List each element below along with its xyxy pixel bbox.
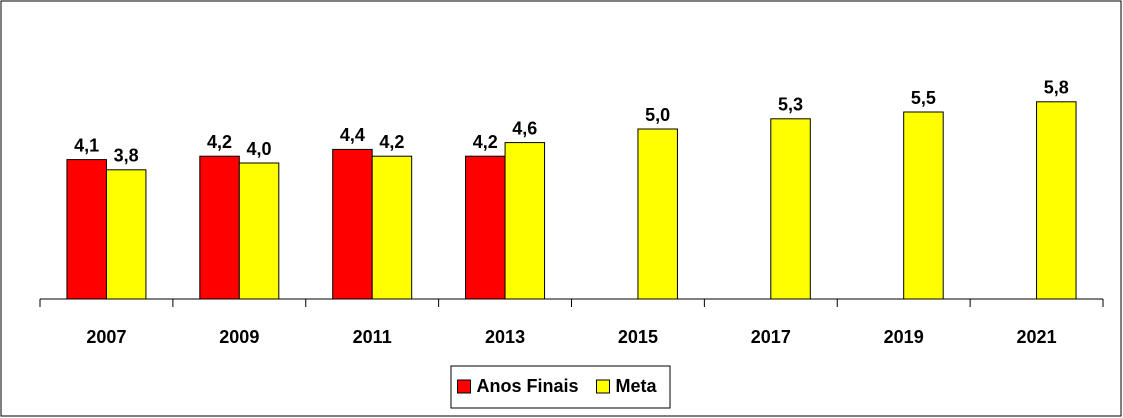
bar <box>371 155 413 300</box>
bar <box>332 148 373 300</box>
bar <box>199 155 240 300</box>
value-label: 4,1 <box>74 135 99 155</box>
x-tick-label: 2007 <box>86 327 126 347</box>
legend-label: Anos Finais <box>476 376 578 396</box>
bar <box>770 118 811 300</box>
x-tick-label: 2015 <box>618 327 658 347</box>
value-label: 4,2 <box>207 132 232 152</box>
bar <box>465 155 506 300</box>
x-tick-label: 2011 <box>353 327 392 347</box>
bar <box>1036 101 1077 300</box>
value-label: 3,8 <box>114 146 139 166</box>
value-label: 4,6 <box>512 118 537 138</box>
value-label: 4,2 <box>379 132 404 152</box>
x-tick-label: 2013 <box>485 327 525 347</box>
bar <box>504 142 546 300</box>
bar <box>903 111 944 300</box>
legend-swatch <box>596 379 610 394</box>
value-label: 5,5 <box>911 88 936 108</box>
legend-swatch <box>456 379 471 394</box>
bar <box>637 128 678 300</box>
x-tick-label: 2017 <box>751 327 791 347</box>
value-label: 5,0 <box>645 105 670 125</box>
x-tick-label: 2019 <box>884 327 924 347</box>
x-tick-label: 2021 <box>1017 327 1057 347</box>
value-label: 4,4 <box>340 125 365 145</box>
bar <box>66 159 107 300</box>
bar <box>105 169 147 300</box>
value-label: 4,2 <box>473 132 498 152</box>
legend <box>450 365 671 409</box>
legend-label: Meta <box>616 376 658 396</box>
value-label: 5,8 <box>1044 78 1069 98</box>
x-tick-label: 2009 <box>219 327 259 347</box>
value-label: 5,3 <box>778 95 803 115</box>
value-label: 4,0 <box>247 139 272 159</box>
bar <box>238 162 280 300</box>
